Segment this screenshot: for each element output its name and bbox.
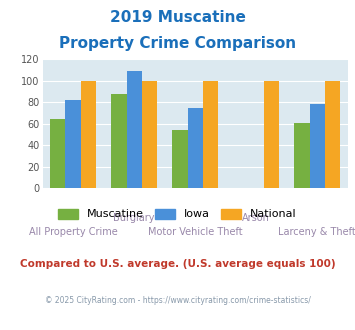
Text: Arson: Arson: [242, 213, 270, 223]
Bar: [111, 94, 126, 188]
Text: Motor Vehicle Theft: Motor Vehicle Theft: [148, 227, 242, 237]
Bar: [173, 130, 187, 188]
Bar: [203, 81, 218, 188]
Text: Property Crime Comparison: Property Crime Comparison: [59, 36, 296, 51]
Bar: [126, 71, 142, 188]
Text: All Property Crime: All Property Crime: [29, 227, 118, 237]
Bar: [310, 105, 325, 188]
Text: Compared to U.S. average. (U.S. average equals 100): Compared to U.S. average. (U.S. average …: [20, 259, 335, 269]
Bar: [294, 123, 310, 188]
Bar: [81, 81, 96, 188]
Text: 2019 Muscatine: 2019 Muscatine: [110, 10, 245, 25]
Text: Burglary: Burglary: [114, 213, 155, 223]
Bar: [188, 108, 203, 188]
Text: Larceny & Theft: Larceny & Theft: [278, 227, 355, 237]
Text: © 2025 CityRating.com - https://www.cityrating.com/crime-statistics/: © 2025 CityRating.com - https://www.city…: [45, 296, 310, 305]
Bar: [264, 81, 279, 188]
Legend: Muscatine, Iowa, National: Muscatine, Iowa, National: [54, 204, 301, 224]
Bar: [66, 100, 81, 188]
Bar: [142, 81, 157, 188]
Bar: [325, 81, 340, 188]
Bar: [50, 119, 66, 188]
